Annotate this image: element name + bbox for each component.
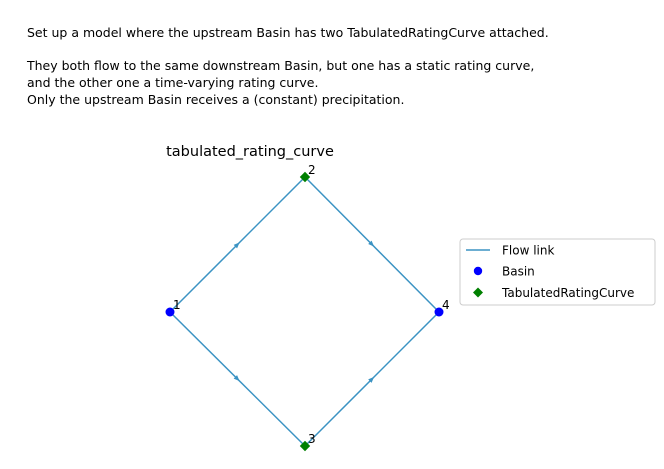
node-id-label: 4 bbox=[442, 298, 450, 312]
flow-link-arrowhead bbox=[233, 242, 240, 249]
node-id-label: 3 bbox=[308, 432, 316, 446]
legend-basin-swatch bbox=[473, 266, 483, 276]
flow-link-arrowhead bbox=[368, 376, 375, 383]
flow-link bbox=[304, 176, 440, 313]
legend: Flow link Basin TabulatedRatingCurve bbox=[459, 238, 656, 306]
node-labels-layer: 1 2 3 4 bbox=[173, 163, 450, 446]
tabulated-rating-curve-node bbox=[299, 171, 311, 183]
description-line-1: Set up a model where the upstream Basin … bbox=[27, 25, 549, 40]
description: Set up a model where the upstream Basin … bbox=[27, 24, 647, 108]
basin-node bbox=[165, 307, 175, 317]
links-layer bbox=[169, 176, 440, 447]
description-line-2: They both flow to the same downstream Ba… bbox=[27, 58, 535, 107]
tabulated-rating-curve-node bbox=[299, 440, 311, 452]
flow-link bbox=[169, 176, 306, 313]
flow-link-arrowhead bbox=[368, 240, 375, 247]
node-id-label: 2 bbox=[308, 163, 316, 177]
flow-link bbox=[169, 311, 306, 447]
legend-tabulated-rating-curve-label: TabulatedRatingCurve bbox=[501, 286, 634, 300]
legend-tabulated-rating-curve-swatch bbox=[473, 287, 483, 298]
diagram-title: tabulated_rating_curve bbox=[166, 144, 334, 160]
legend-flow-link-label: Flow link bbox=[502, 244, 554, 258]
flow-link bbox=[304, 311, 440, 447]
basin-node bbox=[434, 307, 444, 317]
nodes-layer bbox=[165, 171, 444, 452]
flow-link-arrowhead bbox=[233, 375, 240, 382]
legend-basin-label: Basin bbox=[502, 265, 535, 279]
legend-frame bbox=[459, 238, 656, 306]
node-id-label: 1 bbox=[173, 298, 181, 312]
